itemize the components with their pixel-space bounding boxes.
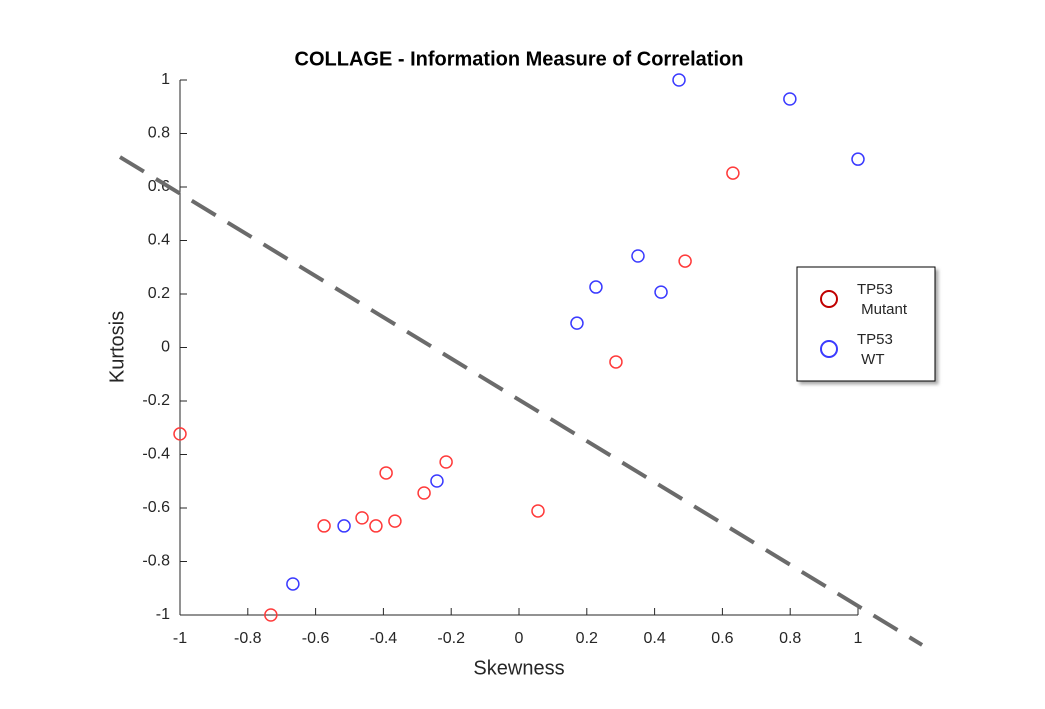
- point: [264, 608, 278, 622]
- x-tick-label: -0.2: [437, 630, 465, 647]
- point: [589, 280, 603, 294]
- x-tick-label: 1: [854, 630, 863, 647]
- y-tick-label: 0: [161, 339, 170, 356]
- y-tick-label: 0.8: [148, 125, 170, 142]
- x-axis-label: Skewness: [473, 657, 564, 679]
- x-tick-label: 0.2: [576, 630, 598, 647]
- x-tick-label: -0.4: [370, 630, 398, 647]
- x-tick-label: -0.8: [234, 630, 262, 647]
- x-tick-label: -1: [173, 630, 187, 647]
- y-tick-label: -0.6: [142, 499, 170, 516]
- x-tick-label: 0: [515, 630, 524, 647]
- legend-box: [796, 266, 936, 382]
- y-tick-label: -0.4: [142, 446, 170, 463]
- point: [570, 316, 584, 330]
- point: [286, 577, 300, 591]
- point: [851, 152, 865, 166]
- point: [783, 92, 797, 106]
- x-tick-label: -0.6: [302, 630, 330, 647]
- x-tick-label: 0.8: [779, 630, 801, 647]
- point: [379, 466, 393, 480]
- point: [439, 455, 453, 469]
- point: [317, 519, 331, 533]
- point: [631, 249, 645, 263]
- y-tick-label: -0.2: [142, 392, 170, 409]
- legend-marker: [820, 340, 838, 358]
- point: [388, 514, 402, 528]
- y-axis-label: Kurtosis: [106, 311, 128, 383]
- y-tick-label: -0.8: [142, 553, 170, 570]
- point: [430, 474, 444, 488]
- legend-label: TP53 Mutant: [857, 281, 908, 318]
- point: [609, 355, 623, 369]
- legend-marker: [820, 290, 838, 308]
- point: [369, 519, 383, 533]
- point: [337, 519, 351, 533]
- y-tick-label: 1: [161, 71, 170, 88]
- legend-label: TP53 WT: [857, 331, 893, 368]
- y-tick-label: 0.4: [148, 232, 170, 249]
- point: [678, 254, 692, 268]
- chart-title: COLLAGE - Information Measure of Correla…: [295, 48, 744, 70]
- point: [417, 486, 431, 500]
- point: [726, 166, 740, 180]
- point: [531, 504, 545, 518]
- y-tick-label: -1: [156, 606, 170, 623]
- y-tick-label: 0.2: [148, 285, 170, 302]
- point: [672, 73, 686, 87]
- point: [654, 285, 668, 299]
- point: [355, 511, 369, 525]
- boundary-line: [118, 155, 924, 647]
- x-tick-label: 0.4: [643, 630, 665, 647]
- x-tick-label: 0.6: [711, 630, 733, 647]
- point: [173, 427, 187, 441]
